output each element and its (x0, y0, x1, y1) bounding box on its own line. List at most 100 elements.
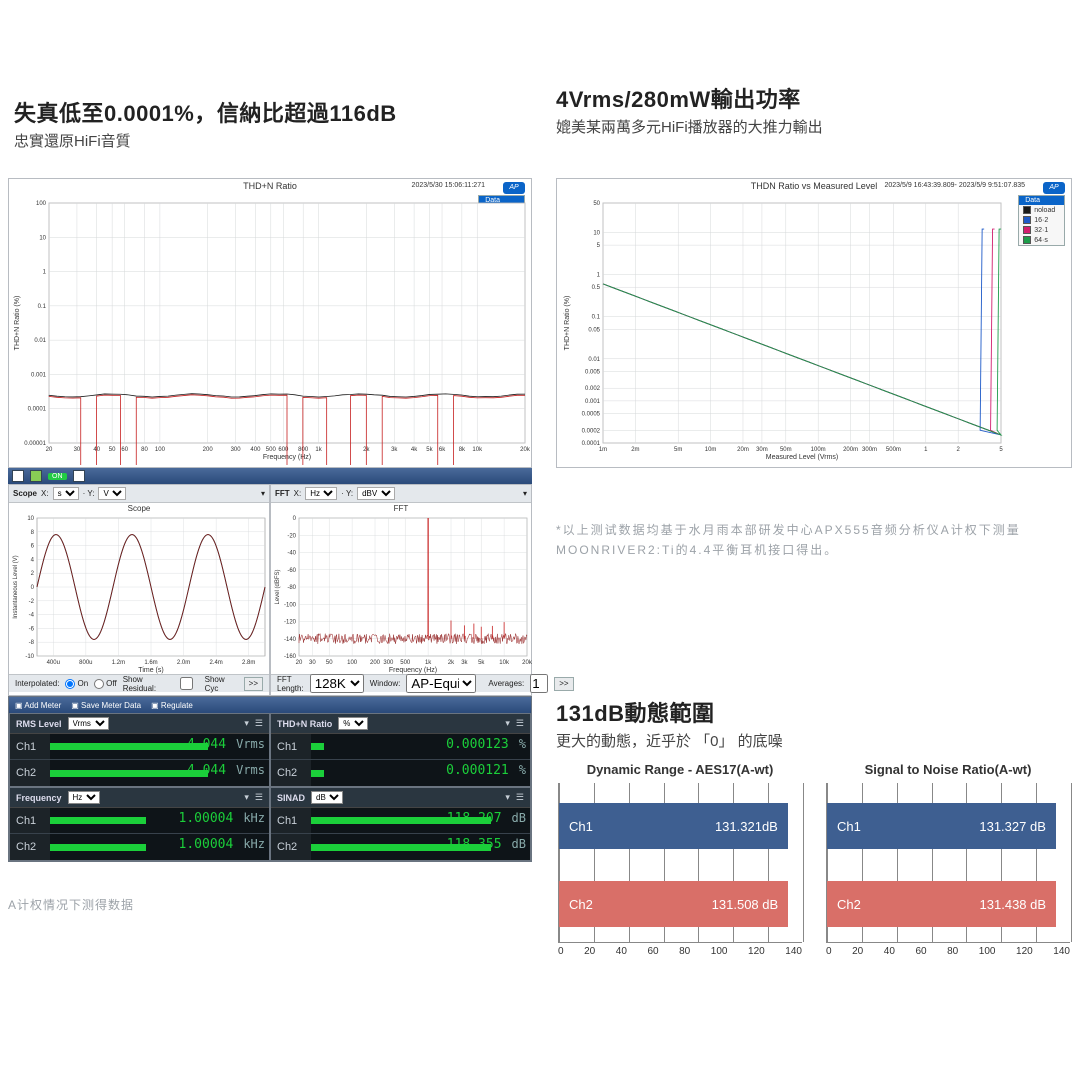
svg-text:0.05: 0.05 (588, 327, 600, 333)
svg-text:50: 50 (593, 201, 600, 207)
meter-unit-select[interactable]: % (338, 717, 368, 730)
fft-x-label: X: (294, 489, 302, 498)
fft-win-label: Window: (370, 679, 401, 688)
meter-value: 118.355dB (447, 837, 526, 852)
svg-text:30m: 30m (756, 447, 768, 453)
meter-header[interactable]: RMS LevelVrms▾☰ (10, 714, 269, 734)
header-power: 4Vrms/280mW輸出功率 媲美某兩萬多元HiFi播放器的大推力輸出 (556, 82, 823, 137)
svg-text:-20: -20 (287, 533, 296, 539)
scope-interp-on[interactable] (65, 679, 75, 689)
svg-text:1.2m: 1.2m (112, 660, 125, 666)
svg-text:0.5: 0.5 (592, 285, 601, 291)
svg-text:10: 10 (593, 230, 600, 236)
dropdown-icon[interactable]: ☰ (516, 718, 524, 729)
dropdown-icon[interactable]: ▾ (505, 718, 510, 729)
dropdown-icon[interactable]: ▾ (505, 792, 510, 803)
scope-interp-off[interactable] (94, 679, 104, 689)
toolbar-icon[interactable] (73, 470, 85, 482)
meter-header[interactable]: THD+N Ratio%▾☰ (271, 714, 530, 734)
svg-text:50m: 50m (780, 447, 792, 453)
svg-text:100: 100 (155, 447, 166, 453)
svg-text:20: 20 (46, 447, 53, 453)
dropdown-icon[interactable]: ▾ (523, 489, 527, 498)
fft-win-select[interactable]: AP-Equiripple (406, 674, 476, 693)
toolbar-icon[interactable] (12, 470, 24, 482)
svg-text:2k: 2k (448, 660, 455, 666)
scope-toolbar[interactable]: Scope X: s · Y: V ▾ (9, 485, 269, 503)
svg-text:0.001: 0.001 (585, 399, 601, 405)
fft-len-select[interactable]: 128K (310, 674, 364, 693)
thd-chart-plot: 1001010.10.010.0010.00010.00001203040506… (9, 197, 533, 465)
scope-btm-bar[interactable]: Interpolated: On Off Show Residual: Show… (9, 674, 269, 692)
svg-text:0.1: 0.1 (38, 304, 47, 310)
svg-text:Frequency (Hz): Frequency (Hz) (389, 667, 437, 674)
meter-ch-label: Ch1 (10, 815, 50, 827)
hbar-bar: Ch1131.327 dB (827, 803, 1056, 849)
svg-text:500: 500 (266, 447, 277, 453)
svg-text:Level (dBFS): Level (dBFS) (275, 569, 281, 604)
svg-text:30: 30 (74, 447, 81, 453)
svg-text:1k: 1k (315, 447, 322, 453)
meter-header[interactable]: SINADdB▾☰ (271, 788, 530, 808)
svg-text:20: 20 (296, 660, 303, 666)
svg-text:40: 40 (93, 447, 100, 453)
header-power-sub: 媲美某兩萬多元HiFi播放器的大推力輸出 (556, 116, 823, 137)
svg-text:-120: -120 (284, 620, 297, 626)
toolbar-on-badge[interactable]: ON (48, 473, 67, 480)
dropdown-icon[interactable]: ☰ (255, 718, 263, 729)
meter-bar (311, 743, 324, 750)
dropdown-icon[interactable]: ☰ (255, 792, 263, 803)
fft-toolbar[interactable]: FFT X: Hz · Y: dBV ▾ (271, 485, 531, 503)
meter-unit-select[interactable]: Vrms (68, 717, 109, 730)
dropdown-icon[interactable]: ▾ (261, 489, 265, 498)
meter-value: 0.000121% (446, 763, 526, 778)
svg-text:10m: 10m (705, 447, 717, 453)
dropdown-icon[interactable]: ☰ (516, 792, 524, 803)
meters-panel: ▣ Add Meter ▣ Save Meter Data ▣ Regulate… (8, 696, 532, 862)
svg-text:300m: 300m (862, 447, 877, 453)
meters-header[interactable]: ▣ Add Meter ▣ Save Meter Data ▣ Regulate (9, 697, 531, 713)
svg-text:800u: 800u (79, 660, 92, 666)
toolbar-icon[interactable] (30, 470, 42, 482)
fft-x-select[interactable]: Hz (305, 487, 337, 500)
meter-unit-select[interactable]: Hz (68, 791, 100, 804)
meter-value: 118.207dB (447, 811, 526, 826)
fft-y-select[interactable]: dBV (357, 487, 395, 500)
svg-text:5m: 5m (674, 447, 682, 453)
meter-header[interactable]: FrequencyHz▾☰ (10, 788, 269, 808)
scope-x-select[interactable]: s (53, 487, 79, 500)
dropdown-icon[interactable]: ▾ (244, 718, 249, 729)
regulate-button[interactable]: ▣ Regulate (151, 701, 193, 710)
svg-text:-140: -140 (284, 637, 297, 643)
scope-y-select[interactable]: V (98, 487, 126, 500)
svg-text:6k: 6k (439, 447, 446, 453)
scope-y-label: · Y: (83, 489, 95, 498)
dropdown-icon[interactable]: ▾ (244, 792, 249, 803)
fft-panel: FFT X: Hz · Y: dBV ▾ FFT 0-20-40-60-80-1… (270, 484, 532, 696)
fft-btm-bar[interactable]: FFT Length: 128K Window: AP-Equiripple A… (271, 674, 531, 692)
meter-ch-label: Ch2 (271, 767, 311, 779)
fft-avg-input[interactable] (530, 674, 548, 693)
svg-text:0.0002: 0.0002 (582, 428, 601, 434)
save-meter-button[interactable]: ▣ Save Meter Data (71, 701, 141, 710)
scope-resid-label: Show Residual: (123, 675, 174, 693)
svg-text:1: 1 (924, 447, 928, 453)
fft-plot: 0-20-40-60-80-100-120-140-16020305010020… (271, 514, 533, 674)
header-thd-sub: 忠實還原HiFi音質 (14, 130, 397, 151)
svg-text:2.4m: 2.4m (209, 660, 222, 666)
meter-bar (50, 770, 208, 777)
meter-unit-select[interactable]: dB (311, 791, 343, 804)
scope-resid-check[interactable] (180, 677, 193, 690)
scope-fft-main-toolbar[interactable]: ON (8, 468, 532, 484)
svg-text:100m: 100m (811, 447, 826, 453)
svg-text:0.002: 0.002 (585, 386, 601, 392)
svg-text:5k: 5k (426, 447, 433, 453)
add-meter-button[interactable]: ▣ Add Meter (15, 701, 61, 710)
scope-more-button[interactable]: >> (244, 677, 263, 691)
svg-text:-40: -40 (287, 551, 296, 557)
svg-text:4: 4 (31, 557, 35, 563)
svg-text:Time (s): Time (s) (138, 667, 163, 674)
svg-text:-60: -60 (287, 568, 296, 574)
fft-more-button[interactable]: >> (554, 677, 573, 691)
svg-text:10k: 10k (499, 660, 510, 666)
